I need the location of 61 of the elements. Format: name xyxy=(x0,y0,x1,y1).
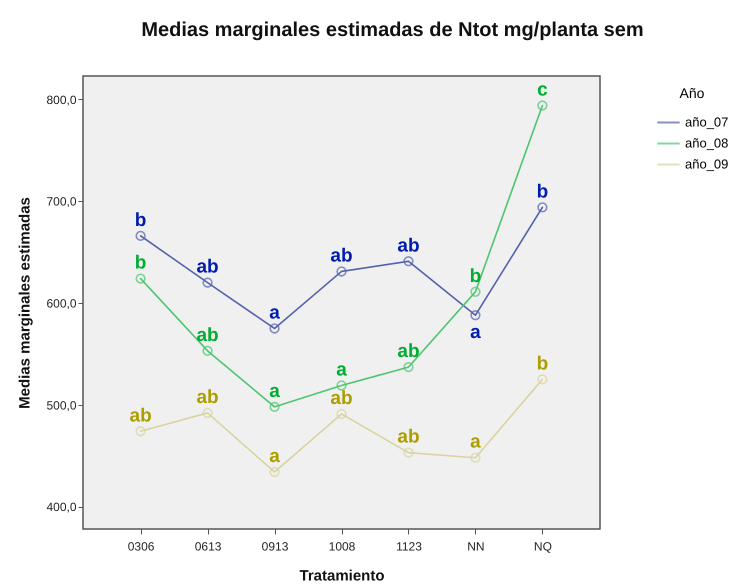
x-tick-label: 0913 xyxy=(262,540,289,554)
y-axis-title: Medias marginales estimadas xyxy=(16,197,34,409)
point xyxy=(403,362,414,372)
point xyxy=(135,273,146,284)
point xyxy=(537,202,548,212)
data-label: ab xyxy=(397,341,420,362)
data-label: b xyxy=(470,266,482,287)
y-tick-label: 600,0 xyxy=(46,296,77,311)
data-label: ab xyxy=(330,388,353,409)
data-label: ab xyxy=(130,405,152,426)
x-tick-label: 0306 xyxy=(128,540,155,554)
data-label: b xyxy=(536,181,548,202)
point xyxy=(403,256,414,266)
legend-label: año_07 xyxy=(685,114,728,130)
point xyxy=(135,230,146,241)
chart-title: Medias marginales estimadas de Ntot mg/planta sem xyxy=(141,19,644,41)
data-label: ab xyxy=(196,256,219,278)
x-tick-label: 1123 xyxy=(396,540,422,554)
x-tick-label: 0613 xyxy=(194,540,222,554)
data-label: ab xyxy=(330,245,353,266)
data-label: c xyxy=(537,80,548,101)
point xyxy=(537,374,548,384)
data-label: a xyxy=(269,380,280,402)
data-label: b xyxy=(536,353,548,374)
x-tick-label: 1008 xyxy=(328,540,356,554)
data-label: ab xyxy=(397,235,420,256)
data-label: ab xyxy=(196,386,219,408)
y-tick-label: 500,0 xyxy=(46,398,77,412)
x-tick-label: NQ xyxy=(534,540,552,554)
point xyxy=(269,402,280,412)
point xyxy=(470,286,481,297)
point xyxy=(135,426,146,436)
y-tick-label: 400,0 xyxy=(46,500,77,514)
data-label: a xyxy=(269,446,280,467)
point xyxy=(336,408,347,420)
point xyxy=(202,346,213,356)
point xyxy=(470,310,481,320)
x-axis-title: Tratamiento xyxy=(299,568,385,584)
point xyxy=(202,408,213,418)
data-label: ab xyxy=(196,324,219,346)
point xyxy=(336,380,347,391)
data-label: ab xyxy=(397,426,420,448)
data-label: b xyxy=(134,252,146,274)
point xyxy=(269,466,280,478)
point xyxy=(202,278,213,288)
legend-label: año_09 xyxy=(685,156,728,172)
point xyxy=(269,323,280,334)
data-label: a xyxy=(269,302,280,324)
data-label: b xyxy=(134,210,146,231)
legend-title: Año xyxy=(680,85,705,101)
point xyxy=(537,100,548,111)
legend-label: año_08 xyxy=(685,136,728,150)
point xyxy=(470,452,481,463)
y-tick-label: 800,0 xyxy=(46,92,77,107)
data-label: a xyxy=(470,322,482,344)
data-label: a xyxy=(470,432,482,453)
point xyxy=(403,448,414,458)
x-tick-label: NN xyxy=(467,540,485,554)
data-label: a xyxy=(336,359,348,380)
point xyxy=(336,266,347,277)
y-tick-label: 700,0 xyxy=(46,194,77,209)
